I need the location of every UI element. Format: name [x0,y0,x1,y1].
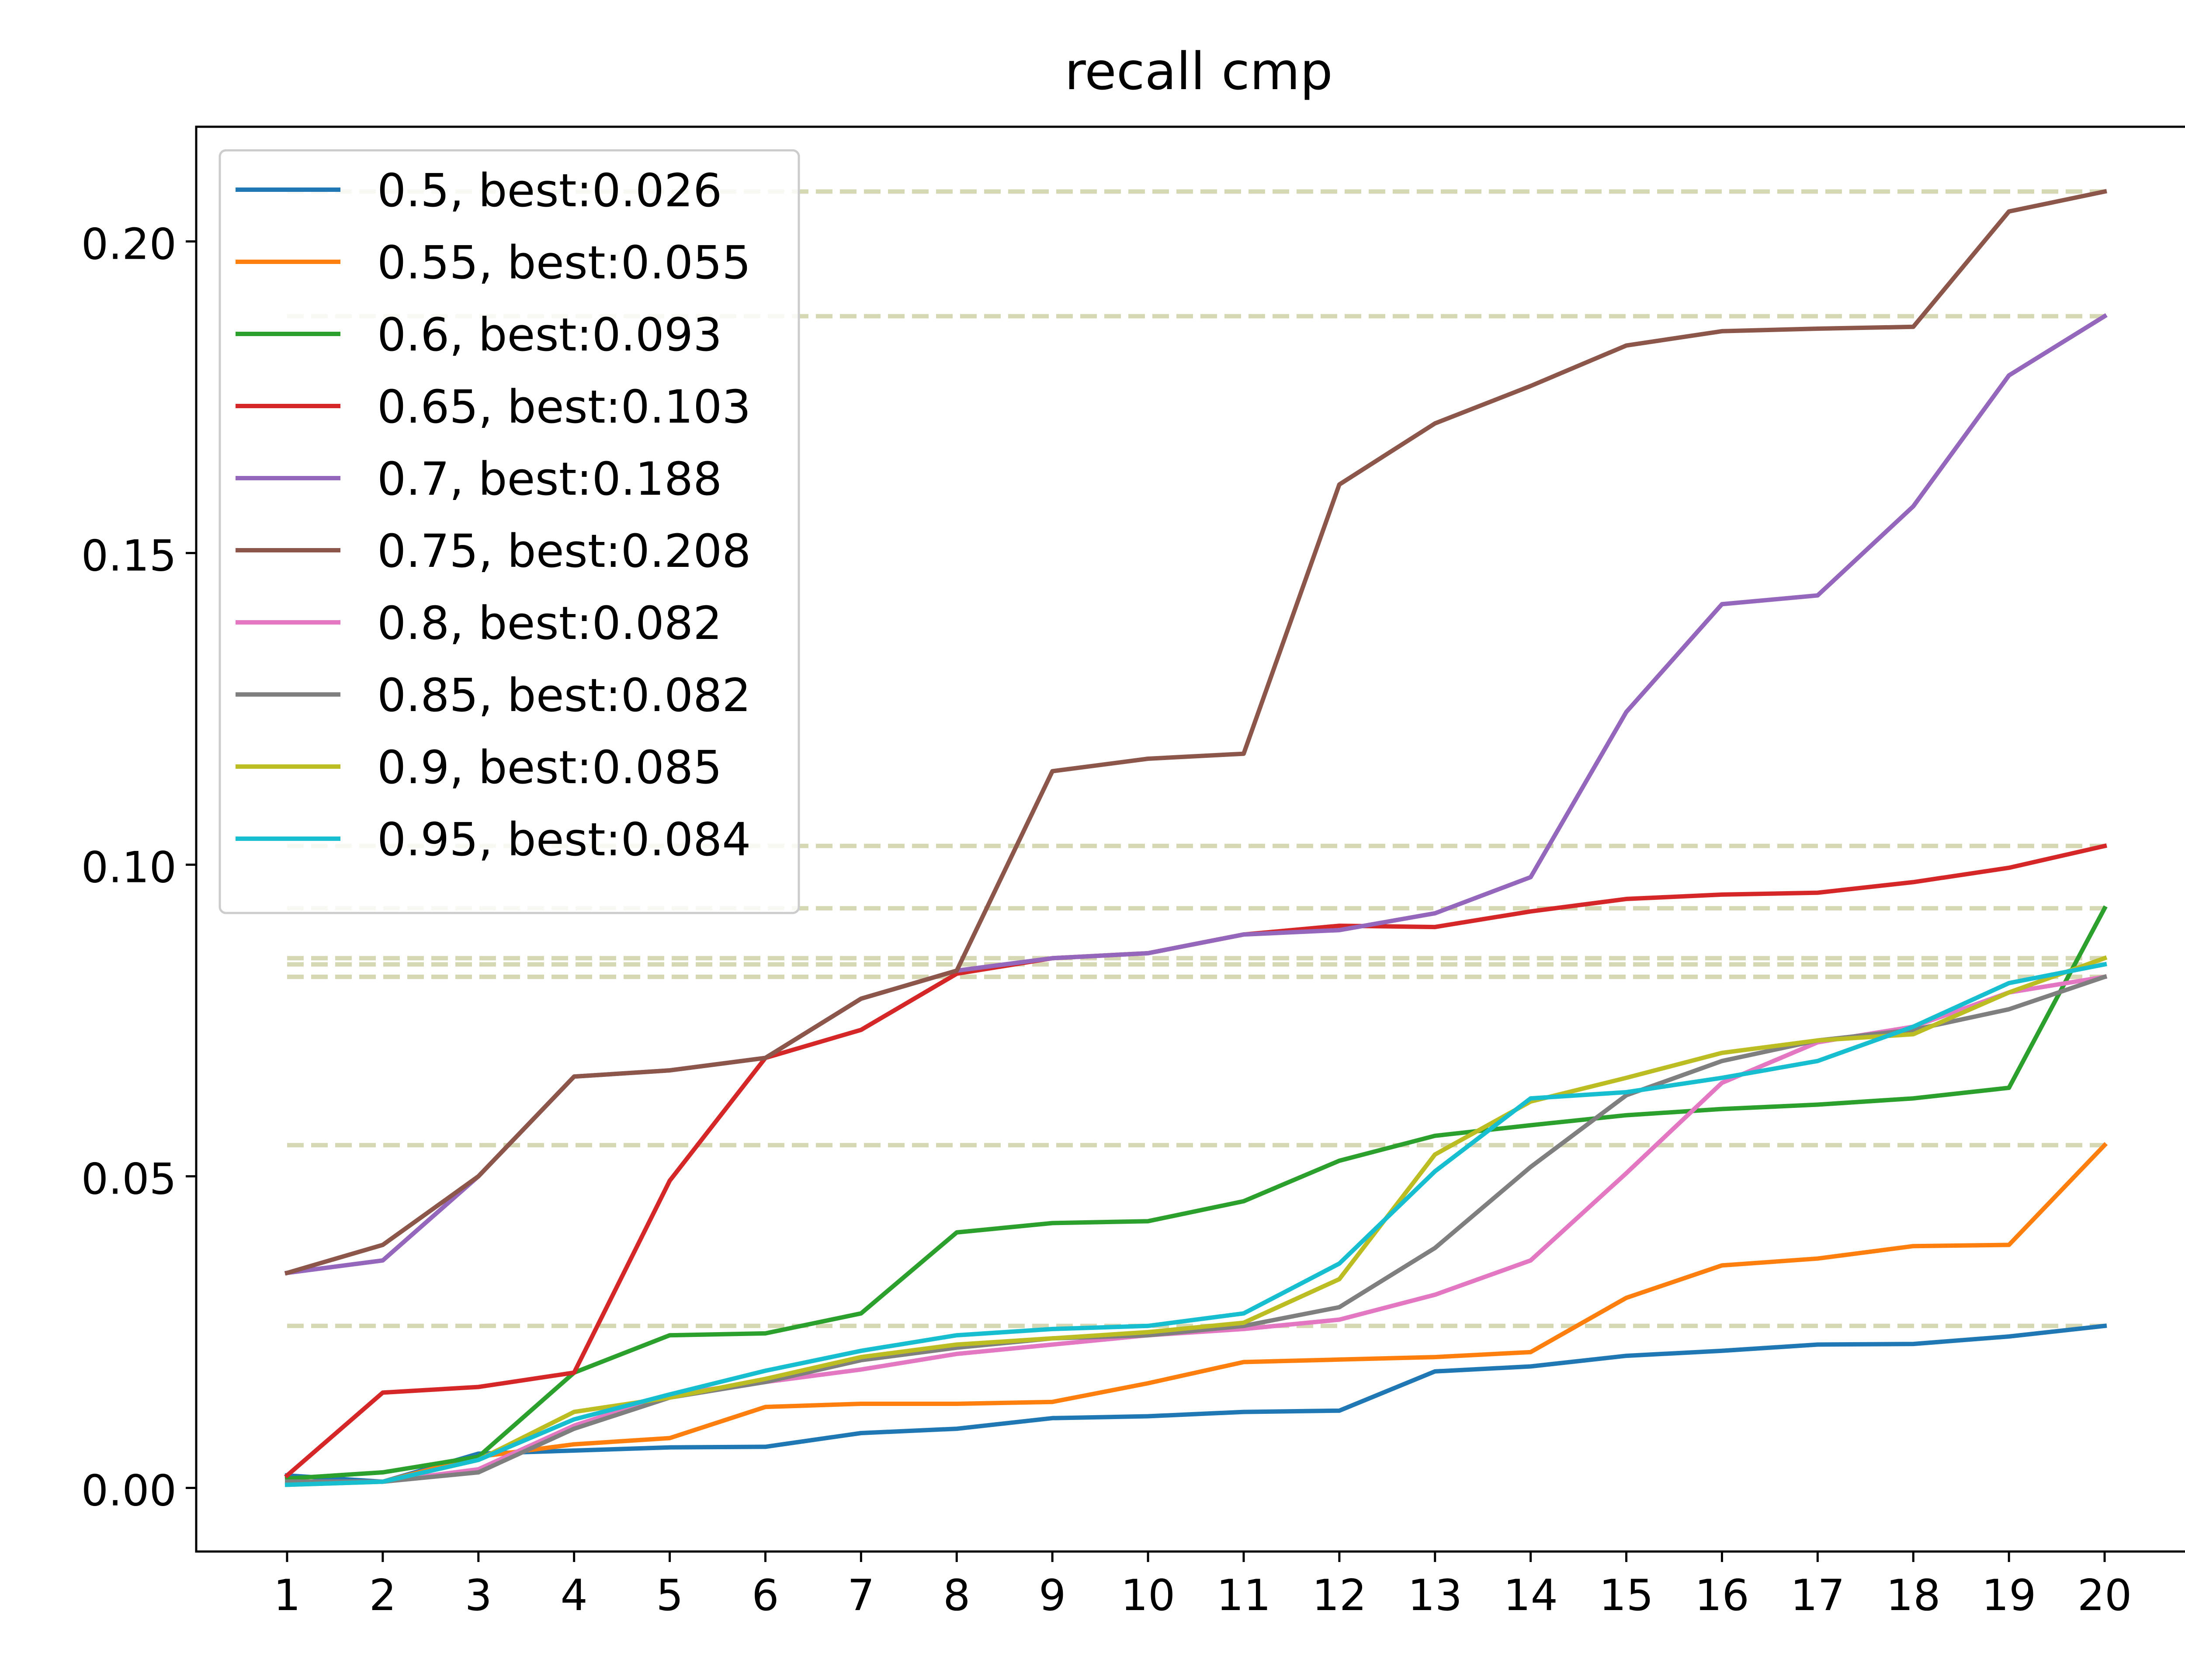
y-tick-label-2: 0.10 [81,843,177,892]
x-tick-label-3: 4 [560,1571,587,1621]
legend-label-6: 0.8, best:0.082 [377,597,722,650]
x-tick-label-1: 2 [369,1571,396,1621]
x-tick-label-5: 6 [752,1571,779,1621]
legend-label-2: 0.6, best:0.093 [377,308,722,361]
legend-label-4: 0.7, best:0.188 [377,452,722,506]
x-tick-label-18: 19 [1982,1571,2036,1621]
x-tick-label-2: 3 [465,1571,492,1621]
x-tick-label-17: 18 [1886,1571,1941,1621]
x-tick-label-19: 20 [2077,1571,2132,1621]
series-line-5 [284,189,2107,1276]
legend-label-0: 0.5, best:0.026 [377,164,722,217]
legend-label-5: 0.75, best:0.208 [377,524,751,578]
x-tick-label-13: 14 [1503,1571,1558,1621]
x-tick-label-16: 17 [1790,1571,1845,1621]
legend-label-9: 0.95, best:0.084 [377,813,751,866]
series-line-8 [284,955,2108,1487]
x-tick-label-14: 15 [1599,1571,1654,1621]
legend-box [218,149,800,914]
legend-label-3: 0.65, best:0.103 [377,380,751,434]
y-tick-label-4: 0.20 [81,219,177,269]
y-tick-label-0: 0.00 [81,1466,177,1516]
x-tick-label-7: 8 [943,1571,970,1621]
x-tick-label-12: 13 [1408,1571,1462,1621]
series-line-9 [284,961,2107,1487]
x-tick-label-9: 10 [1121,1571,1176,1621]
legend-label-8: 0.9, best:0.085 [377,741,722,794]
series-line-0 [284,1323,2107,1484]
x-tick-label-0: 1 [274,1571,301,1621]
x-tick-label-8: 9 [1039,1571,1066,1621]
legend-label-1: 0.55, best:0.055 [377,236,751,289]
axes: 0.000.050.100.150.201 2 3 4 5 6 7 8 9 10 11 12 13 14 1… [81,125,2185,1621]
y-tick-label-3: 0.15 [81,531,177,581]
series-line-1 [285,1142,2108,1484]
series-line-2 [284,905,2108,1481]
x-tick-label-6: 7 [847,1571,874,1621]
legend: 0.5, best:0.026 0.55, best:0.055 0.6, best… [218,149,800,914]
chart-title: recall cmp [1065,41,1333,101]
legend-label-7: 0.85, best:0.082 [377,669,751,722]
x-tick-label-11: 12 [1312,1571,1366,1621]
axes-frame [195,125,2185,1553]
x-tick-label-10: 11 [1217,1571,1271,1621]
x-tick-label-15: 16 [1695,1571,1749,1621]
x-tick-label-4: 5 [656,1571,683,1621]
y-tick-label-1: 0.05 [81,1155,177,1204]
